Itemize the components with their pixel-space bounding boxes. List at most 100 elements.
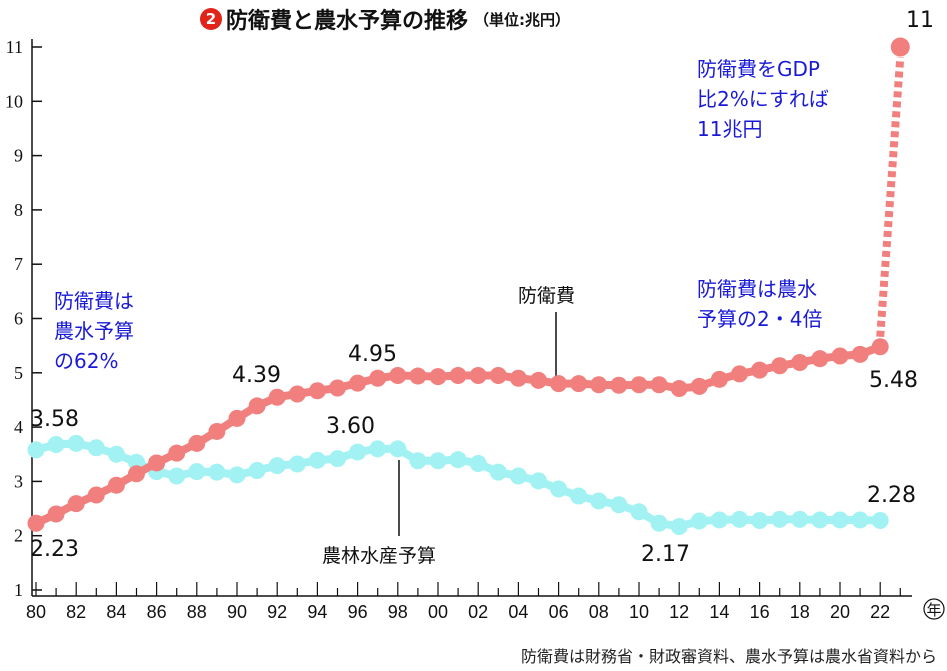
data-point — [389, 367, 407, 385]
y-tick-label: 1 — [14, 580, 23, 600]
data-point — [409, 367, 427, 385]
x-tick-label: 92 — [267, 602, 287, 622]
x-tick-label: 82 — [66, 602, 86, 622]
data-point — [751, 511, 769, 529]
x-tick-label: 12 — [669, 602, 689, 622]
data-point — [751, 361, 769, 379]
x-unit-circle — [923, 598, 945, 620]
data-label: 2.17 — [641, 542, 690, 567]
note-gdp-2-percent: 防衛費をGDP 比2%にすれば 11兆円 — [697, 54, 829, 144]
x-tick-label: 08 — [589, 602, 609, 622]
data-point — [47, 505, 65, 523]
x-tick-label: 94 — [307, 602, 327, 622]
x-tick-label: 80 — [26, 602, 46, 622]
data-point — [871, 511, 889, 529]
data-point — [489, 367, 507, 385]
data-point — [650, 514, 668, 532]
x-tick-label: 84 — [106, 602, 126, 622]
data-point — [610, 496, 628, 514]
data-point — [27, 441, 45, 459]
x-tick-label: 04 — [508, 602, 528, 622]
data-point — [128, 465, 145, 483]
data-point — [831, 511, 849, 529]
note-ratio-line: の62% — [54, 349, 119, 373]
data-label: 2.23 — [30, 537, 79, 562]
data-point — [268, 457, 286, 475]
data-point — [530, 371, 547, 389]
data-point — [369, 440, 387, 458]
data-point — [771, 510, 789, 528]
x-tick-label: 14 — [709, 602, 729, 622]
title-number-badge: 2 — [200, 8, 222, 30]
data-label: 5.48 — [869, 368, 918, 393]
note-gdp-line: 比2%にすれば — [697, 87, 829, 111]
data-point — [509, 369, 527, 387]
x-tick-label: 96 — [348, 602, 368, 622]
data-point — [731, 365, 748, 383]
data-point — [288, 455, 306, 473]
data-point — [329, 379, 346, 397]
y-tick-label: 9 — [14, 146, 23, 166]
data-point — [248, 397, 266, 415]
data-label: 3.58 — [30, 407, 79, 432]
data-point — [449, 367, 467, 385]
data-point — [550, 480, 568, 498]
x-tick-label: 22 — [870, 602, 890, 622]
data-point — [851, 345, 869, 363]
data-point — [188, 463, 206, 481]
data-point — [650, 376, 668, 394]
series-label-agri: 農林水産予算 — [322, 545, 437, 567]
data-point — [87, 439, 105, 457]
data-label: 2.28 — [867, 483, 916, 508]
data-point — [871, 338, 889, 356]
data-point — [731, 510, 748, 528]
y-tick-label: 8 — [14, 200, 23, 220]
x-tick-label: 16 — [750, 602, 770, 622]
data-point — [288, 385, 306, 403]
title-unit: （単位:兆円） — [474, 10, 571, 29]
data-point — [369, 369, 387, 387]
data-point — [268, 388, 286, 406]
x-tick-label: 20 — [830, 602, 850, 622]
data-point — [389, 440, 407, 458]
data-point — [308, 382, 326, 400]
data-point — [168, 444, 186, 462]
data-point — [47, 435, 65, 453]
data-label: 3.60 — [326, 414, 375, 439]
note-ratio-line: 予算の2・4倍 — [697, 307, 823, 331]
data-point — [791, 510, 809, 528]
projection-line — [876, 56, 905, 338]
y-tick-label: 5 — [14, 363, 23, 383]
data-point — [449, 451, 467, 469]
y-tick-label: 7 — [14, 254, 23, 274]
data-point — [248, 462, 266, 480]
data-label: 4.95 — [348, 342, 397, 367]
data-point — [409, 452, 427, 470]
x-tick-label: 86 — [147, 602, 167, 622]
x-tick-label: 10 — [629, 602, 649, 622]
x-unit-label: 年 — [926, 601, 941, 619]
data-point — [610, 376, 628, 394]
data-point — [509, 467, 527, 485]
note-ratio-62: 防衛費は 農水予算 の62% — [54, 286, 134, 376]
source-note: 防衛費は財務省・財政審資料、農水予算は農水省資料から — [520, 649, 937, 666]
y-tick-label: 3 — [14, 471, 23, 491]
chart-title: 2 防衛費と農水予算の推移 （単位:兆円） — [200, 4, 570, 34]
data-point — [208, 463, 226, 481]
x-tick-label: 02 — [468, 602, 488, 622]
data-point — [831, 347, 849, 365]
note-ratio-line: 防衛費は — [54, 289, 134, 313]
data-point — [670, 517, 688, 535]
x-tick-label: 06 — [549, 602, 569, 622]
note-ratio-line: 防衛費は農水 — [697, 277, 817, 301]
data-label: 4.39 — [232, 363, 281, 388]
data-point — [570, 487, 588, 505]
data-point — [329, 450, 346, 468]
data-point — [550, 375, 568, 393]
data-point — [590, 492, 608, 510]
y-tick-label: 11 — [6, 37, 23, 57]
data-point — [771, 357, 789, 375]
x-tick-label: 90 — [227, 602, 247, 622]
data-point — [710, 370, 728, 388]
